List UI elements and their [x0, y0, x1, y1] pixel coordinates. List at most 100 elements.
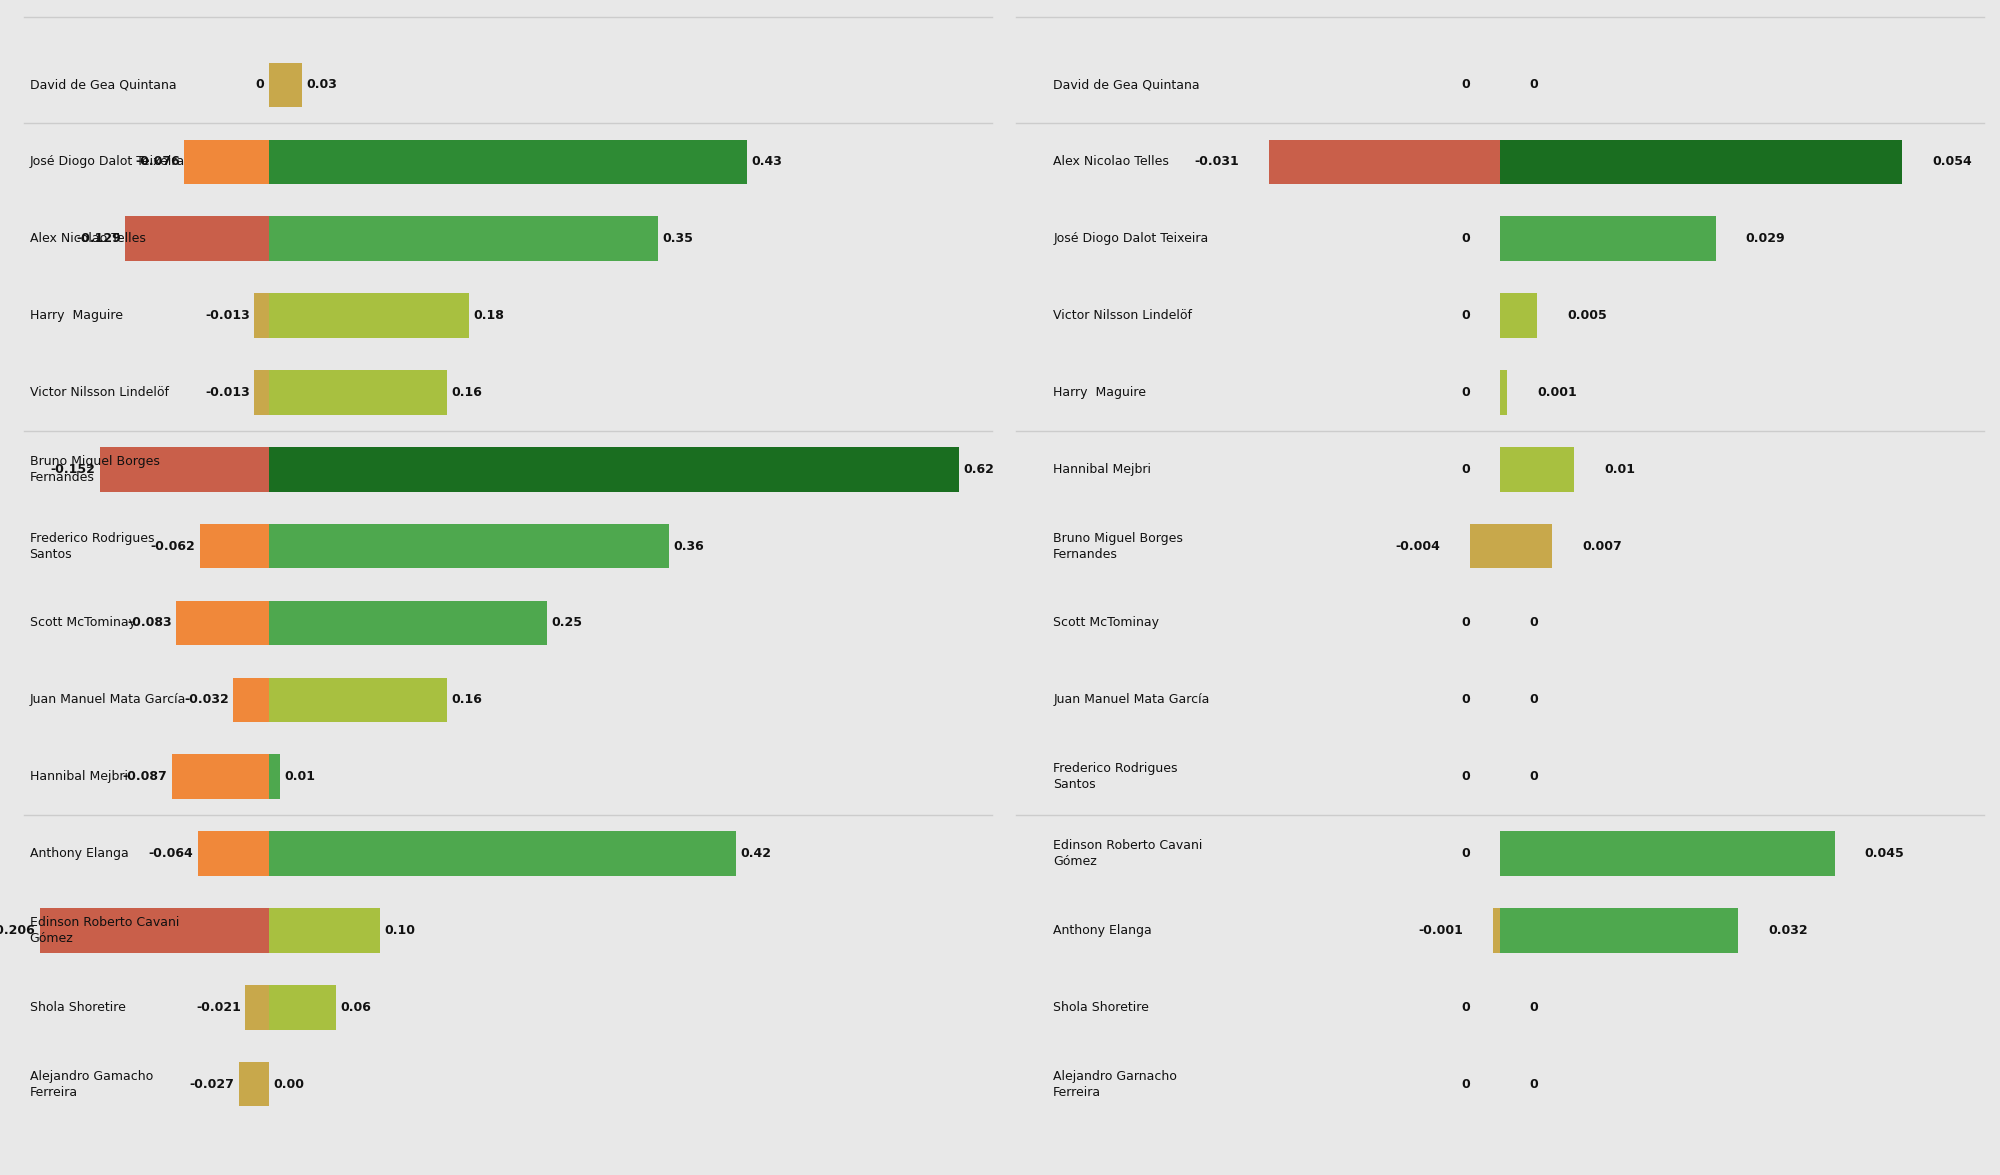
Text: 0.045: 0.045: [1864, 847, 1904, 860]
Text: -0.032: -0.032: [184, 693, 228, 706]
Bar: [254, 370, 268, 415]
Text: -0.027: -0.027: [190, 1077, 234, 1090]
Text: -0.064: -0.064: [148, 847, 194, 860]
Text: 0.16: 0.16: [452, 385, 482, 400]
Text: 0: 0: [1462, 385, 1470, 400]
Text: Edinson Roberto Cavani
Gómez: Edinson Roberto Cavani Gómez: [30, 916, 178, 945]
Text: Alejandro Garnacho
Ferreira: Alejandro Garnacho Ferreira: [1054, 1069, 1178, 1099]
Text: Harry  Maguire: Harry Maguire: [30, 309, 122, 322]
Text: 0.36: 0.36: [674, 539, 704, 552]
Bar: [1500, 140, 1902, 184]
Bar: [1500, 370, 1508, 415]
Text: 0: 0: [1530, 1077, 1538, 1090]
Text: 0.005: 0.005: [1568, 309, 1606, 322]
Bar: [198, 831, 268, 875]
Text: 0.029: 0.029: [1746, 233, 1786, 246]
Text: Shola Shoretire: Shola Shoretire: [1054, 1001, 1150, 1014]
Text: 0: 0: [1462, 617, 1470, 630]
Text: David de Gea Quintana: David de Gea Quintana: [1054, 79, 1200, 92]
Text: 0.06: 0.06: [340, 1001, 370, 1014]
Text: 0.00: 0.00: [274, 1077, 304, 1090]
Bar: [268, 524, 670, 569]
Text: -0.087: -0.087: [122, 770, 168, 784]
Text: Bruno Miguel Borges
Fernandes: Bruno Miguel Borges Fernandes: [30, 455, 160, 484]
Bar: [1470, 524, 1500, 569]
Text: -0.031: -0.031: [1194, 155, 1240, 168]
Text: -0.076: -0.076: [136, 155, 180, 168]
Bar: [268, 294, 470, 338]
Text: 0: 0: [1462, 1077, 1470, 1090]
Text: Frederico Rodrigues
Santos: Frederico Rodrigues Santos: [1054, 763, 1178, 791]
Bar: [268, 754, 280, 799]
Text: 0: 0: [1530, 617, 1538, 630]
Bar: [268, 216, 658, 261]
Text: -0.004: -0.004: [1396, 539, 1440, 552]
Text: -0.129: -0.129: [76, 233, 120, 246]
Bar: [234, 678, 268, 723]
Text: -0.206: -0.206: [0, 924, 36, 936]
Text: 0.43: 0.43: [752, 155, 782, 168]
Text: Harry  Maguire: Harry Maguire: [1054, 385, 1146, 400]
Text: Frederico Rodrigues
Santos: Frederico Rodrigues Santos: [30, 531, 154, 560]
Bar: [268, 831, 736, 875]
Text: 0: 0: [1530, 79, 1538, 92]
Text: José Diogo Dalot Teixeira: José Diogo Dalot Teixeira: [30, 155, 184, 168]
Text: 0: 0: [1530, 1001, 1538, 1014]
Text: 0: 0: [1462, 309, 1470, 322]
Bar: [246, 985, 268, 1029]
Text: 0: 0: [1462, 79, 1470, 92]
Text: José Diogo Dalot Teixeira: José Diogo Dalot Teixeira: [1054, 233, 1208, 246]
Bar: [268, 446, 958, 491]
Bar: [1500, 524, 1552, 569]
Text: Hannibal Mejbri: Hannibal Mejbri: [30, 770, 128, 784]
Text: 0.054: 0.054: [1932, 155, 1972, 168]
Text: Alejandro Gamacho
Ferreira: Alejandro Gamacho Ferreira: [30, 1069, 152, 1099]
Bar: [238, 1062, 268, 1107]
Text: Shola Shoretire: Shola Shoretire: [30, 1001, 126, 1014]
Text: 0.01: 0.01: [1604, 463, 1636, 476]
Text: Hannibal Mejbri: Hannibal Mejbri: [1054, 463, 1152, 476]
Text: 0.16: 0.16: [452, 693, 482, 706]
Text: 0.62: 0.62: [964, 463, 994, 476]
Text: 0.25: 0.25: [552, 617, 582, 630]
Text: 0: 0: [1530, 693, 1538, 706]
Bar: [200, 524, 268, 569]
Text: Victor Nilsson Lindelöf: Victor Nilsson Lindelöf: [1054, 309, 1192, 322]
Bar: [184, 140, 268, 184]
Bar: [268, 62, 302, 107]
Bar: [126, 216, 268, 261]
Text: -0.013: -0.013: [206, 385, 250, 400]
Bar: [1500, 294, 1538, 338]
Bar: [268, 140, 748, 184]
Text: 0.007: 0.007: [1582, 539, 1622, 552]
Bar: [268, 678, 446, 723]
Bar: [254, 294, 268, 338]
Text: 0.18: 0.18: [474, 309, 504, 322]
Text: -0.152: -0.152: [50, 463, 96, 476]
Text: 0: 0: [1462, 693, 1470, 706]
Text: 0.032: 0.032: [1768, 924, 1808, 936]
Text: 0.42: 0.42: [740, 847, 772, 860]
Bar: [1492, 908, 1500, 953]
Bar: [1500, 908, 1738, 953]
Text: Alex Nicolao Telles: Alex Nicolao Telles: [30, 233, 146, 246]
Text: Anthony Elanga: Anthony Elanga: [30, 847, 128, 860]
Text: -0.013: -0.013: [206, 309, 250, 322]
Bar: [268, 985, 336, 1029]
Bar: [1270, 140, 1500, 184]
Text: 0.10: 0.10: [384, 924, 416, 936]
Text: Victor Nilsson Lindelöf: Victor Nilsson Lindelöf: [30, 385, 168, 400]
Text: 0.03: 0.03: [306, 79, 338, 92]
Text: Bruno Miguel Borges
Fernandes: Bruno Miguel Borges Fernandes: [1054, 531, 1184, 560]
Text: 0: 0: [1530, 770, 1538, 784]
Text: -0.021: -0.021: [196, 1001, 240, 1014]
Bar: [100, 446, 268, 491]
Bar: [1500, 216, 1716, 261]
Text: 0.35: 0.35: [662, 233, 694, 246]
Bar: [268, 600, 546, 645]
Text: 0: 0: [1462, 463, 1470, 476]
Text: 0.001: 0.001: [1538, 385, 1576, 400]
Text: 0.01: 0.01: [284, 770, 316, 784]
Bar: [268, 908, 380, 953]
Bar: [172, 754, 268, 799]
